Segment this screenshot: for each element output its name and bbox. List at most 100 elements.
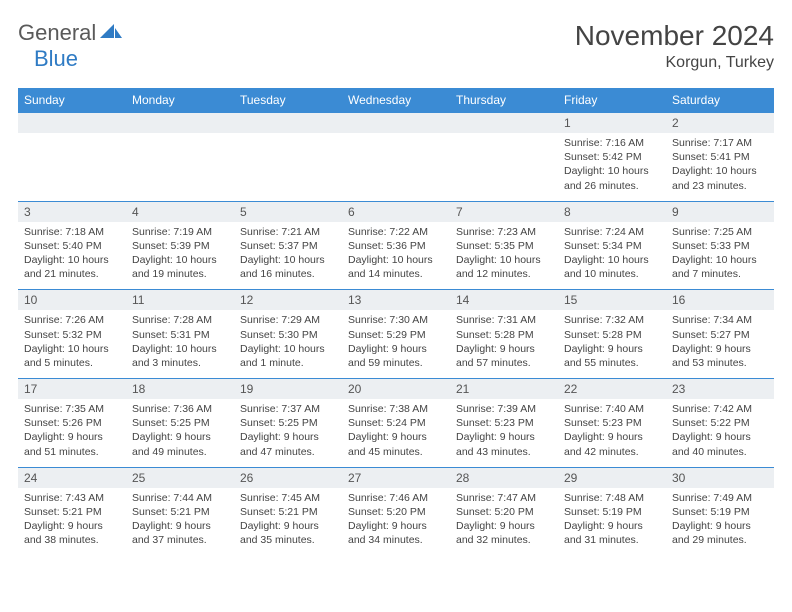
sunset-text: Sunset: 5:21 PM: [132, 505, 228, 519]
sunrise-text: Sunrise: 7:46 AM: [348, 491, 444, 505]
week-number-row: 17181920212223: [18, 379, 774, 400]
sunrise-text: Sunrise: 7:34 AM: [672, 313, 768, 327]
day-number: 8: [558, 201, 666, 222]
daylight-text: Daylight: 10 hours and 23 minutes.: [672, 164, 768, 192]
week-number-row: 10111213141516: [18, 290, 774, 311]
day-number: 28: [450, 467, 558, 488]
header: General November 2024 Korgun, Turkey: [18, 20, 774, 74]
day-number: 22: [558, 379, 666, 400]
sunrise-text: Sunrise: 7:47 AM: [456, 491, 552, 505]
sunrise-text: Sunrise: 7:22 AM: [348, 225, 444, 239]
daylight-text: Daylight: 9 hours and 43 minutes.: [456, 430, 552, 458]
daylight-text: Daylight: 9 hours and 42 minutes.: [564, 430, 660, 458]
day-number: 3: [18, 201, 126, 222]
sunrise-text: Sunrise: 7:32 AM: [564, 313, 660, 327]
day-details: Sunrise: 7:23 AMSunset: 5:35 PMDaylight:…: [450, 222, 558, 290]
day-details: Sunrise: 7:42 AMSunset: 5:22 PMDaylight:…: [666, 399, 774, 467]
daylight-text: Daylight: 9 hours and 49 minutes.: [132, 430, 228, 458]
daylight-text: Daylight: 10 hours and 19 minutes.: [132, 253, 228, 281]
day-details: Sunrise: 7:45 AMSunset: 5:21 PMDaylight:…: [234, 488, 342, 556]
sunset-text: Sunset: 5:23 PM: [564, 416, 660, 430]
sunrise-text: Sunrise: 7:40 AM: [564, 402, 660, 416]
day-details: Sunrise: 7:21 AMSunset: 5:37 PMDaylight:…: [234, 222, 342, 290]
sunset-text: Sunset: 5:24 PM: [348, 416, 444, 430]
day-number: 26: [234, 467, 342, 488]
week-number-row: 12: [18, 113, 774, 134]
sunset-text: Sunset: 5:35 PM: [456, 239, 552, 253]
sunrise-text: Sunrise: 7:38 AM: [348, 402, 444, 416]
sunrise-text: Sunrise: 7:44 AM: [132, 491, 228, 505]
sunrise-text: Sunrise: 7:45 AM: [240, 491, 336, 505]
sunset-text: Sunset: 5:19 PM: [564, 505, 660, 519]
sunrise-text: Sunrise: 7:43 AM: [24, 491, 120, 505]
sunset-text: Sunset: 5:30 PM: [240, 328, 336, 342]
day-details: [234, 133, 342, 201]
brand-part1: General: [18, 20, 96, 46]
sunset-text: Sunset: 5:26 PM: [24, 416, 120, 430]
calendar-table: Sunday Monday Tuesday Wednesday Thursday…: [18, 88, 774, 555]
col-saturday: Saturday: [666, 88, 774, 113]
day-number: 21: [450, 379, 558, 400]
day-number: 13: [342, 290, 450, 311]
col-monday: Monday: [126, 88, 234, 113]
day-details: [18, 133, 126, 201]
day-details: Sunrise: 7:40 AMSunset: 5:23 PMDaylight:…: [558, 399, 666, 467]
daylight-text: Daylight: 9 hours and 53 minutes.: [672, 342, 768, 370]
day-details: Sunrise: 7:31 AMSunset: 5:28 PMDaylight:…: [450, 310, 558, 378]
daylight-text: Daylight: 10 hours and 10 minutes.: [564, 253, 660, 281]
day-number: 5: [234, 201, 342, 222]
daylight-text: Daylight: 10 hours and 26 minutes.: [564, 164, 660, 192]
sunset-text: Sunset: 5:21 PM: [24, 505, 120, 519]
sunrise-text: Sunrise: 7:25 AM: [672, 225, 768, 239]
daylight-text: Daylight: 9 hours and 29 minutes.: [672, 519, 768, 547]
sunrise-text: Sunrise: 7:31 AM: [456, 313, 552, 327]
day-number: 10: [18, 290, 126, 311]
week-detail-row: Sunrise: 7:43 AMSunset: 5:21 PMDaylight:…: [18, 488, 774, 556]
day-details: Sunrise: 7:18 AMSunset: 5:40 PMDaylight:…: [18, 222, 126, 290]
sunrise-text: Sunrise: 7:16 AM: [564, 136, 660, 150]
col-thursday: Thursday: [450, 88, 558, 113]
week-detail-row: Sunrise: 7:26 AMSunset: 5:32 PMDaylight:…: [18, 310, 774, 378]
day-number: [126, 113, 234, 134]
sunrise-text: Sunrise: 7:28 AM: [132, 313, 228, 327]
day-number: [234, 113, 342, 134]
sunset-text: Sunset: 5:41 PM: [672, 150, 768, 164]
brand-part2: Blue: [34, 46, 78, 72]
daylight-text: Daylight: 9 hours and 35 minutes.: [240, 519, 336, 547]
col-friday: Friday: [558, 88, 666, 113]
daylight-text: Daylight: 9 hours and 55 minutes.: [564, 342, 660, 370]
col-wednesday: Wednesday: [342, 88, 450, 113]
day-number: 7: [450, 201, 558, 222]
day-number: 19: [234, 379, 342, 400]
day-details: Sunrise: 7:24 AMSunset: 5:34 PMDaylight:…: [558, 222, 666, 290]
sunrise-text: Sunrise: 7:37 AM: [240, 402, 336, 416]
day-number: 27: [342, 467, 450, 488]
day-number: [342, 113, 450, 134]
sunrise-text: Sunrise: 7:24 AM: [564, 225, 660, 239]
sunset-text: Sunset: 5:23 PM: [456, 416, 552, 430]
day-number: 24: [18, 467, 126, 488]
daylight-text: Daylight: 10 hours and 12 minutes.: [456, 253, 552, 281]
sunset-text: Sunset: 5:25 PM: [240, 416, 336, 430]
sunrise-text: Sunrise: 7:42 AM: [672, 402, 768, 416]
sunrise-text: Sunrise: 7:17 AM: [672, 136, 768, 150]
sunset-text: Sunset: 5:42 PM: [564, 150, 660, 164]
daylight-text: Daylight: 9 hours and 45 minutes.: [348, 430, 444, 458]
day-number: 18: [126, 379, 234, 400]
sunrise-text: Sunrise: 7:26 AM: [24, 313, 120, 327]
week-detail-row: Sunrise: 7:35 AMSunset: 5:26 PM Daylight:…: [18, 399, 774, 467]
sunrise-text: Sunrise: 7:49 AM: [672, 491, 768, 505]
day-details: Sunrise: 7:17 AMSunset: 5:41 PMDaylight:…: [666, 133, 774, 201]
sunrise-text: Sunrise: 7:35 AM: [24, 402, 120, 416]
sunrise-text: Sunrise: 7:39 AM: [456, 402, 552, 416]
day-number: 16: [666, 290, 774, 311]
daylight-text: Daylight: 9 hours and 37 minutes.: [132, 519, 228, 547]
daylight-text: Daylight: 9 hours and 40 minutes.: [672, 430, 768, 458]
day-number: 12: [234, 290, 342, 311]
day-number: 1: [558, 113, 666, 134]
sunset-text: Sunset: 5:39 PM: [132, 239, 228, 253]
day-details: Sunrise: 7:48 AMSunset: 5:19 PMDaylight:…: [558, 488, 666, 556]
week-detail-row: Sunrise: 7:18 AMSunset: 5:40 PMDaylight:…: [18, 222, 774, 290]
day-number: 30: [666, 467, 774, 488]
sunset-text: Sunset: 5:27 PM: [672, 328, 768, 342]
